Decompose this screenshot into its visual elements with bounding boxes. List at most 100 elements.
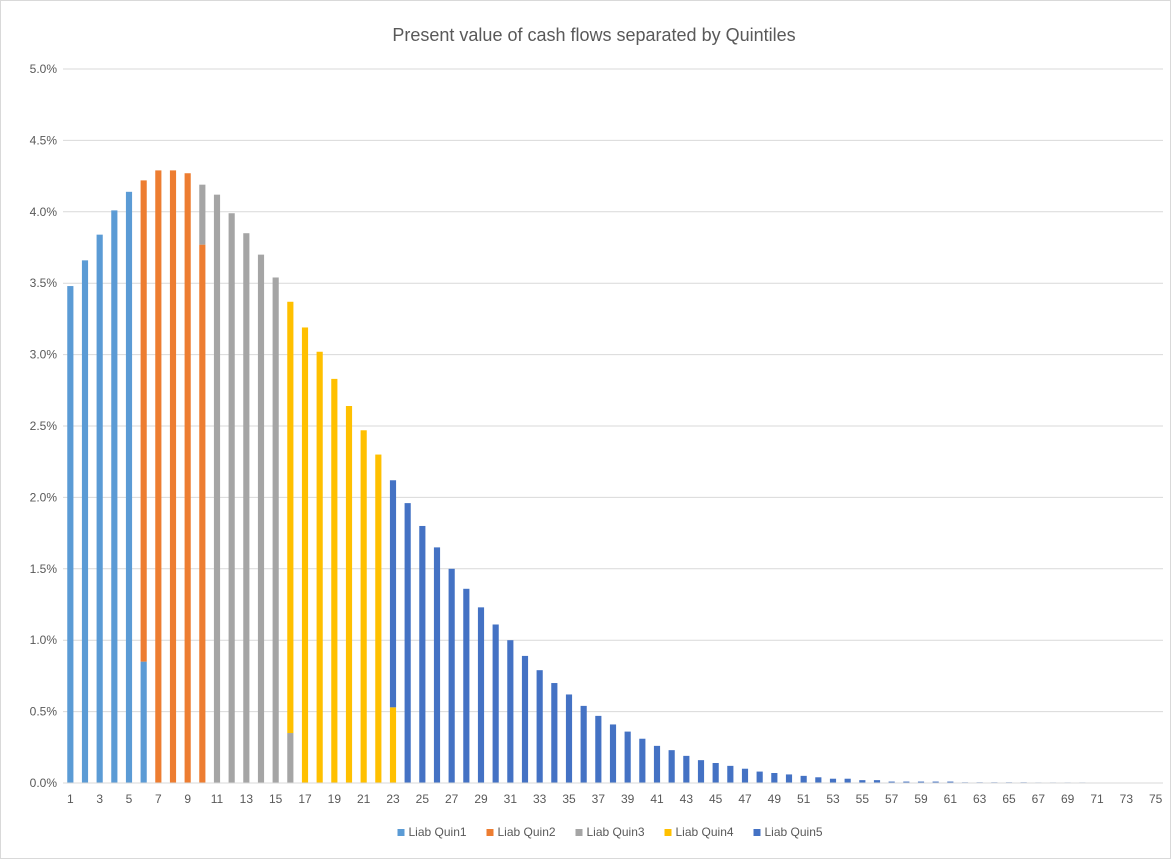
y-tick-label: 0.5% [30,705,58,719]
bar-liab-quin5 [595,716,601,783]
bar-liab-quin5 [419,526,425,783]
x-tick-label: 41 [650,792,664,806]
bar-liab-quin5 [845,779,851,783]
x-tick-label: 47 [738,792,752,806]
x-tick-label: 39 [621,792,635,806]
bar-liab-quin5 [551,683,557,783]
bar-liab-quin4 [317,352,323,783]
bar-liab-quin3 [287,733,293,783]
x-tick-label: 29 [474,792,488,806]
y-tick-label: 3.5% [30,276,58,290]
bar-liab-quin4 [361,430,367,783]
x-tick-label: 69 [1061,792,1075,806]
bar-liab-quin1 [141,662,147,783]
x-tick-label: 3 [96,792,103,806]
bar-liab-quin5 [405,503,411,783]
x-tick-label: 5 [126,792,133,806]
y-tick-label: 4.0% [30,205,58,219]
bar-liab-quin5 [610,724,616,783]
x-tick-label: 53 [826,792,840,806]
bar-liab-quin5 [463,589,469,783]
bar-liab-quin1 [97,235,103,783]
x-tick-label: 23 [386,792,400,806]
x-tick-label: 7 [155,792,162,806]
y-tick-label: 0.0% [30,776,58,790]
bar-liab-quin5 [815,777,821,783]
bar-liab-quin5 [639,739,645,783]
gridlines [63,69,1163,783]
x-tick-label: 15 [269,792,283,806]
x-tick-label: 45 [709,792,723,806]
bar-liab-quin5 [683,756,689,783]
x-tick-label: 71 [1090,792,1104,806]
y-tick-label: 4.5% [30,133,58,147]
x-tick-label: 75 [1149,792,1163,806]
bar-liab-quin5 [654,746,660,783]
legend-swatch [665,829,672,836]
legend-swatch [576,829,583,836]
bar-liab-quin5 [522,656,528,783]
legend-swatch [754,829,761,836]
bar-liab-quin5 [449,569,455,783]
bar-liab-quin5 [537,670,543,783]
bar-liab-quin3 [258,255,264,783]
x-tick-label: 13 [240,792,254,806]
x-tick-label: 55 [856,792,870,806]
bar-liab-quin2 [170,170,176,783]
y-tick-label: 5.0% [30,62,58,76]
bar-liab-quin5 [625,732,631,783]
bar-liab-quin5 [742,769,748,783]
bar-liab-quin3 [199,185,205,245]
x-tick-label: 37 [592,792,606,806]
legend-swatch [487,829,494,836]
x-tick-label: 63 [973,792,987,806]
bar-liab-quin5 [757,772,763,783]
y-tick-label: 2.0% [30,490,58,504]
x-tick-label: 35 [562,792,576,806]
x-tick-label: 17 [298,792,312,806]
bar-liab-quin5 [771,773,777,783]
bar-liab-quin1 [82,260,88,783]
legend-label: Liab Quin5 [765,825,823,839]
bar-liab-quin3 [243,233,249,783]
x-tick-label: 11 [211,792,224,806]
bar-liab-quin5 [786,774,792,783]
bars [67,170,1158,783]
chart-title: Present value of cash flows separated by… [392,25,795,45]
bar-liab-quin2 [185,173,191,783]
bar-liab-quin5 [801,776,807,783]
y-tick-label: 1.0% [30,633,58,647]
legend-label: Liab Quin2 [498,825,556,839]
x-tick-label: 57 [885,792,899,806]
x-tick-label: 65 [1002,792,1016,806]
x-tick-label: 49 [768,792,782,806]
bar-liab-quin5 [390,480,396,707]
x-tick-label: 21 [357,792,371,806]
bar-liab-quin5 [478,607,484,783]
x-tick-label: 1 [67,792,74,806]
x-tick-label: 43 [680,792,694,806]
x-tick-label: 59 [914,792,928,806]
y-tick-label: 2.5% [30,419,58,433]
bar-liab-quin5 [566,694,572,783]
x-tick-label: 19 [328,792,342,806]
bar-liab-quin5 [669,750,675,783]
x-tick-label: 61 [944,792,958,806]
x-tick-label: 27 [445,792,459,806]
bar-liab-quin4 [287,302,293,733]
bar-liab-quin3 [229,213,235,783]
legend-swatch [398,829,405,836]
bar-liab-quin5 [493,624,499,783]
bar-liab-quin4 [390,707,396,783]
bar-liab-quin3 [273,277,279,783]
bar-liab-quin5 [698,760,704,783]
bar-liab-quin5 [434,547,440,783]
bar-liab-quin5 [713,763,719,783]
bar-liab-quin4 [331,379,337,783]
bar-liab-quin5 [830,779,836,783]
bar-liab-quin1 [111,210,117,783]
